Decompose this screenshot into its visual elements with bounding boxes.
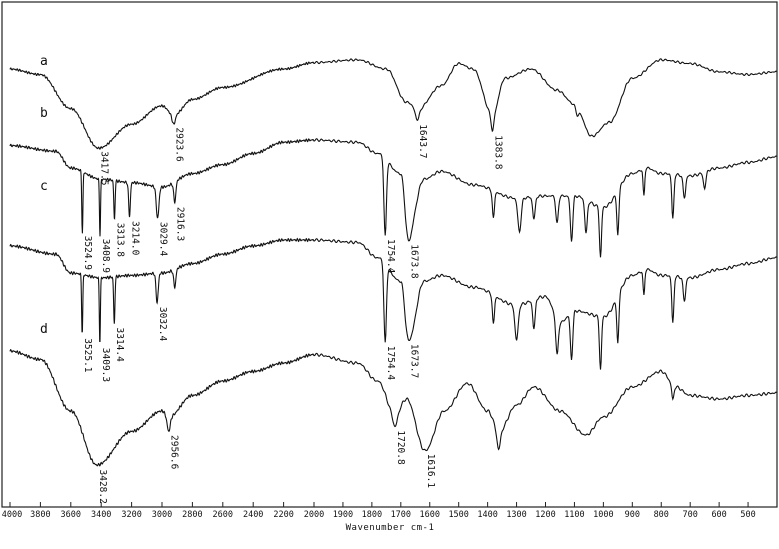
- peak-label-d-3: 1616.1: [425, 454, 436, 489]
- peak-label-b-3: 3214.0: [130, 221, 141, 256]
- plot-frame: [1, 1, 778, 508]
- x-tick-label-10: 2000: [304, 510, 324, 520]
- spectrum-line-a: [9, 58, 778, 150]
- peak-label-c-4: 1754.4: [385, 346, 396, 381]
- x-tick-label-9: 2200: [273, 510, 293, 520]
- x-tick-label-18: 1200: [535, 510, 555, 520]
- x-tick-label-13: 1700: [391, 510, 411, 520]
- series-letter-layer: a b c d: [40, 54, 48, 337]
- peak-label-b-7: 1673.8: [408, 244, 419, 279]
- x-tick-label-21: 900: [625, 510, 640, 520]
- x-tick-label-4: 3200: [121, 510, 141, 520]
- peak-label-c-0: 3525.1: [82, 338, 93, 373]
- x-tick-label-23: 700: [683, 510, 698, 520]
- peak-label-c-5: 1673.7: [408, 344, 419, 378]
- peak-label-a-3: 1383.8: [492, 135, 503, 170]
- x-tick-label-12: 1800: [362, 510, 382, 520]
- peak-label-d-2: 1720.8: [395, 430, 406, 465]
- x-tick-label-5: 3000: [152, 510, 172, 520]
- peak-label-b-1: 3408.9: [100, 239, 111, 274]
- peak-label-d-0: 3428.2: [97, 470, 108, 504]
- peak-label-b-4: 3029.4: [158, 222, 169, 257]
- peak-label-b-6: 1754.4: [385, 239, 396, 274]
- x-tick-label-6: 2800: [182, 510, 202, 520]
- series-letter-d: d: [40, 322, 48, 337]
- x-tick-label-3: 3400: [91, 510, 111, 520]
- peak-label-c-3: 3032.4: [157, 307, 168, 342]
- x-axis: 4000 3800 3600 3400 3200 3000 2800 2600 2400 2200…: [2, 502, 756, 520]
- peak-label-a-0: 3417.5: [99, 151, 110, 185]
- x-tick-label-25: 500: [740, 510, 755, 520]
- series-letter-a: a: [40, 54, 48, 69]
- series-letter-c: c: [40, 179, 48, 194]
- x-tick-label-11: 1900: [333, 510, 353, 520]
- peak-label-a-1: 2923.6: [174, 127, 185, 162]
- peak-label-b-0: 3524.9: [82, 236, 93, 271]
- x-tick-label-22: 800: [654, 510, 669, 520]
- x-tick-label-19: 1100: [564, 510, 584, 520]
- peak-label-b-5: 2916.3: [175, 207, 186, 241]
- peak-label-a-2: 1643.7: [417, 124, 428, 158]
- x-tick-label-17: 1300: [506, 510, 526, 520]
- spectrum-line-b: [9, 138, 778, 258]
- spectra-layer: [9, 58, 778, 467]
- x-axis-title: Wavenumber cm-1: [346, 523, 435, 533]
- series-letter-b: b: [40, 106, 48, 121]
- x-tick-label-14: 1600: [420, 510, 440, 520]
- x-tick-label-1: 3800: [30, 510, 50, 520]
- peak-label-d-1: 2956.6: [169, 435, 180, 470]
- x-tick-label-20: 1000: [593, 510, 613, 520]
- peak-label-b-2: 3313.8: [114, 223, 125, 258]
- x-tick-label-16: 1400: [477, 510, 497, 520]
- x-tick-label-2: 3600: [61, 510, 81, 520]
- x-tick-label-7: 2600: [213, 510, 233, 520]
- peak-label-c-2: 3314.4: [114, 328, 125, 363]
- spectrum-line-d: [9, 349, 778, 467]
- peak-label-layer: 3417.5 2923.6 1643.7 1383.8 3524.9 3408.9 3313…: [82, 124, 503, 504]
- spectrum-line-c: [9, 237, 778, 370]
- peak-label-c-1: 3409.3: [100, 348, 111, 382]
- x-tick-label-24: 600: [711, 510, 726, 520]
- x-tick-label-0: 4000: [2, 510, 22, 520]
- x-tick-label-8: 2400: [243, 510, 263, 520]
- x-tick-label-15: 1500: [448, 510, 468, 520]
